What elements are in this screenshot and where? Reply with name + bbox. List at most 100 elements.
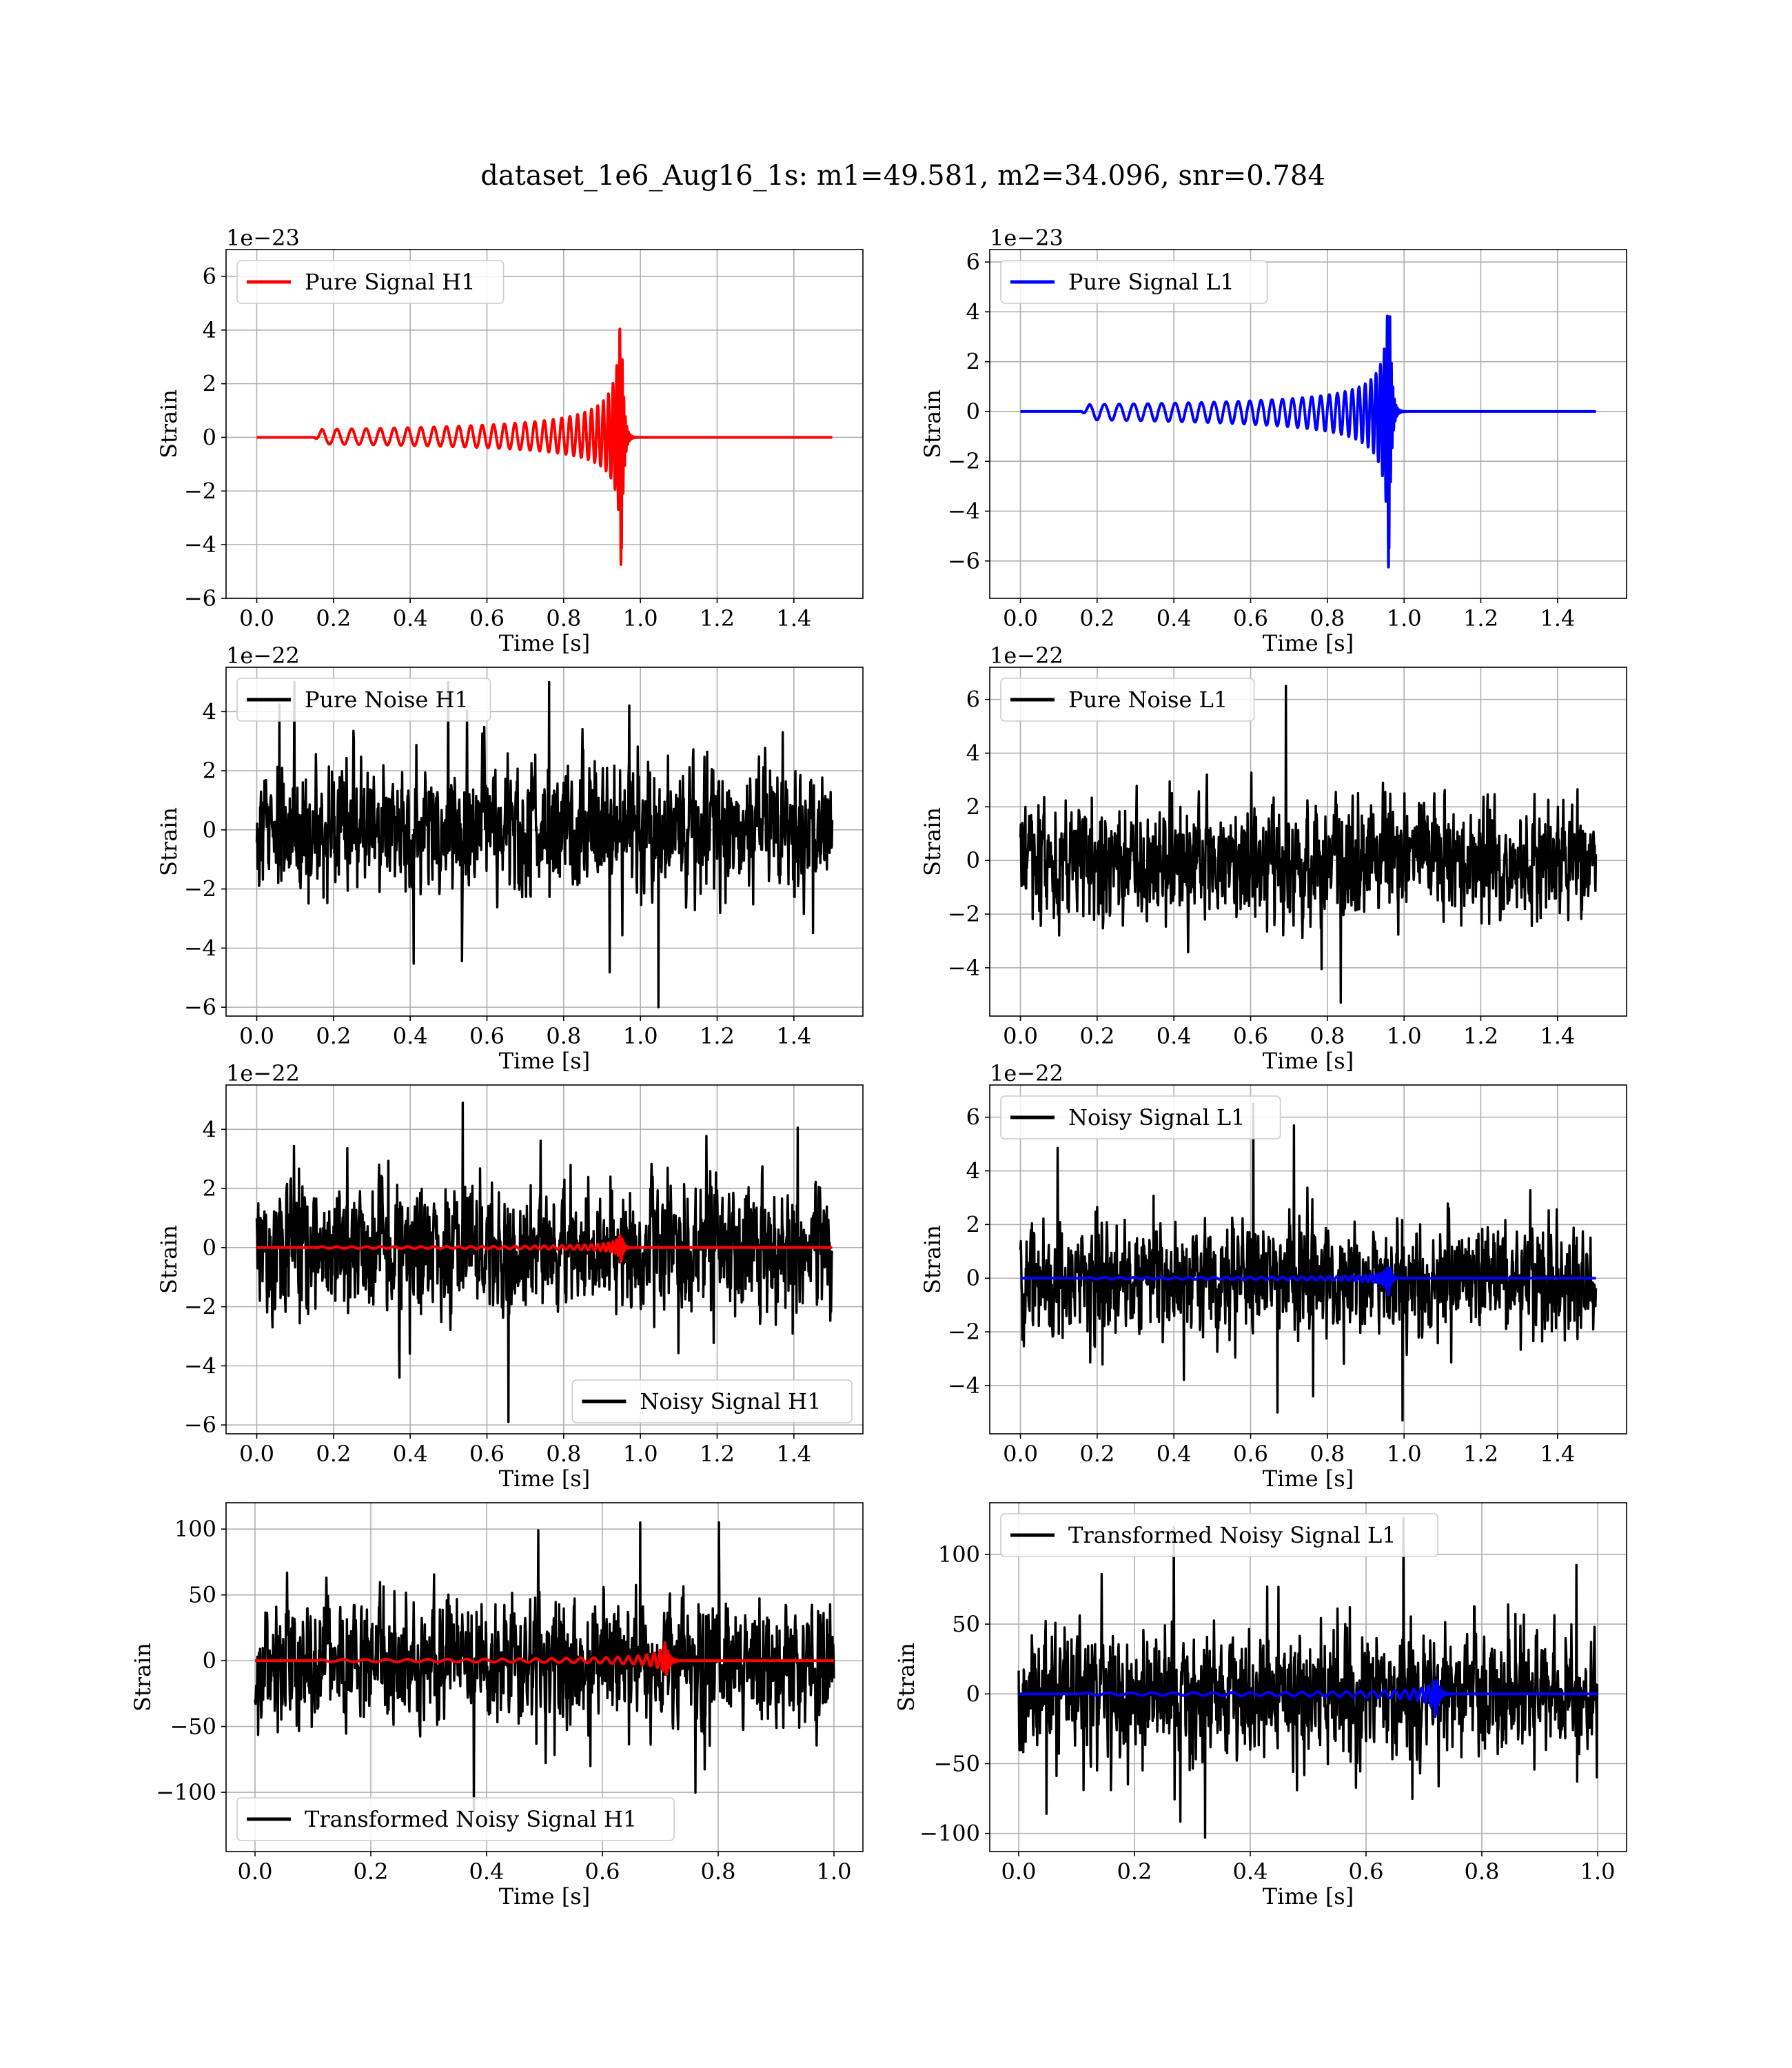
series-chirp-line [1020, 1266, 1598, 1297]
y-tick-label: 4 [203, 1116, 216, 1142]
y-tick-label: −2 [184, 876, 216, 902]
x-tick-label: 1.4 [1540, 1441, 1575, 1467]
y-tick-label: 6 [966, 249, 980, 275]
y-tick-label: −4 [184, 1352, 216, 1379]
x-tick-label: 1.2 [1463, 605, 1498, 631]
x-tick-label: 0.2 [316, 1023, 351, 1049]
legend-label: Pure Noise L1 [1068, 687, 1228, 713]
x-tick-label: 1.0 [817, 1858, 852, 1885]
y-tick-label: −50 [170, 1714, 216, 1740]
y-tick-label: 6 [203, 263, 216, 290]
y-tick-label: 2 [203, 758, 216, 784]
x-tick-label: 0.4 [1157, 1441, 1192, 1467]
y-tick-label: −6 [184, 1412, 216, 1438]
x-tick-label: 0.0 [1001, 1858, 1037, 1885]
legend: Pure Noise H1 [236, 678, 491, 722]
x-tick-label: 0.2 [1079, 1441, 1114, 1467]
legend-label: Pure Noise H1 [305, 687, 469, 713]
axis-offset-text: 1e−22 [990, 642, 1063, 669]
y-tick-label: −4 [948, 498, 980, 525]
x-axis-label: Time [s] [499, 630, 590, 656]
y-axis-label: Strain [130, 1643, 156, 1712]
x-tick-label: 0.6 [1233, 605, 1268, 631]
y-tick-label: −6 [948, 548, 980, 574]
y-tick-label: −4 [184, 935, 216, 961]
axes-frame [989, 1084, 1627, 1435]
series-chirp-line [256, 327, 834, 566]
x-tick-label: 0.8 [701, 1858, 736, 1885]
y-tick-label: −4 [948, 1372, 980, 1399]
x-tick-label: 0.4 [393, 1023, 428, 1049]
x-tick-label: 0.2 [1079, 605, 1114, 631]
y-tick-label: 6 [966, 687, 980, 713]
y-tick-label: −2 [948, 901, 980, 927]
y-tick-label: 0 [966, 1265, 980, 1291]
x-tick-label: 1.4 [1540, 605, 1575, 631]
legend-label: Noisy Signal L1 [1068, 1104, 1245, 1131]
y-tick-label: 2 [203, 371, 216, 397]
x-tick-label: 1.0 [1387, 605, 1422, 631]
y-tick-label: 4 [966, 298, 980, 325]
plot-area [1019, 1102, 1598, 1422]
subplot-pure-noise-l1: 0.0 0.2 0.4 0.6 0.8 1.0 1.2 1.4 −4 −2 0 2 4 6 Time [s]… [919, 642, 1627, 1074]
plot-area [254, 1521, 835, 1811]
x-tick-label: 0.6 [1349, 1858, 1384, 1885]
y-tick-label: 2 [966, 793, 980, 820]
x-tick-label: 1.2 [1463, 1023, 1498, 1049]
y-tick-label: 4 [966, 740, 980, 767]
series-noise-line [1019, 1102, 1598, 1422]
x-tick-label: 0.0 [238, 1858, 273, 1885]
subplot-pure-signal-l1: 0.0 0.2 0.4 0.6 0.8 1.0 1.2 1.4 −6 −4 −2 0 2 4 6 Time [… [919, 225, 1627, 656]
y-tick-label: −2 [184, 1294, 216, 1320]
axes-frame [989, 249, 1627, 599]
y-axis-label: Strain [156, 389, 182, 458]
legend: Transformed Noisy Signal H1 [236, 1797, 675, 1841]
x-tick-label: 0.2 [1079, 1023, 1114, 1049]
axes-frame [225, 249, 864, 599]
series-noise-line [255, 1102, 834, 1423]
series-chirp-line [255, 1641, 835, 1676]
x-tick-label: 1.0 [1580, 1858, 1616, 1885]
subplot-pure-noise-h1: 0.0 0.2 0.4 0.6 0.8 1.0 1.2 1.4 −6 −4 −2 0 2 4 Time [s… [156, 642, 864, 1074]
y-tick-label: 2 [966, 1211, 980, 1237]
x-tick-label: 0.6 [585, 1858, 620, 1885]
plot-area [1017, 1517, 1599, 1839]
legend: Pure Noise L1 [1000, 678, 1255, 722]
legend: Pure Signal L1 [1000, 260, 1268, 304]
x-tick-label: 0.4 [1157, 605, 1192, 631]
x-axis-label: Time [s] [499, 1048, 590, 1074]
legend: Transformed Noisy Signal L1 [1000, 1513, 1438, 1557]
y-tick-label: 100 [938, 1541, 980, 1568]
x-tick-label: 0.4 [393, 1441, 428, 1467]
y-tick-label: 0 [203, 1648, 216, 1674]
y-tick-label: −4 [948, 955, 980, 981]
series-chirp-line [1019, 1679, 1599, 1719]
x-tick-label: 0.6 [469, 1023, 505, 1049]
y-axis-label: Strain [919, 389, 946, 458]
y-tick-label: 50 [952, 1611, 980, 1637]
x-tick-label: 0.6 [1233, 1023, 1268, 1049]
legend: Noisy Signal L1 [1000, 1095, 1281, 1139]
y-tick-label: −100 [919, 1821, 980, 1847]
x-tick-label: 1.4 [1540, 1023, 1575, 1049]
x-tick-label: 1.2 [700, 1023, 735, 1049]
x-tick-label: 0.6 [469, 1441, 505, 1467]
subplot-grid: 0.0 0.2 0.4 0.6 0.8 1.0 1.2 1.4 −6 −4 −2 0 2 4 6 Time [… [130, 225, 1627, 1909]
plot-area [1019, 685, 1598, 1004]
axis-offset-text: 1e−23 [226, 225, 300, 251]
subplot-pure-signal-h1: 0.0 0.2 0.4 0.6 0.8 1.0 1.2 1.4 −6 −4 −2 0 2 4 6 Time [… [156, 225, 864, 656]
plot-area [255, 1102, 834, 1423]
axis-offset-text: 1e−22 [226, 642, 300, 669]
legend-label: Transformed Noisy Signal L1 [1068, 1522, 1396, 1548]
y-tick-label: 2 [203, 1175, 216, 1202]
y-tick-label: −2 [948, 1319, 980, 1345]
x-tick-label: 1.2 [700, 1441, 735, 1467]
x-axis-label: Time [s] [499, 1466, 590, 1492]
x-tick-label: 1.4 [776, 605, 811, 631]
legend-box [571, 1379, 853, 1423]
legend-label: Pure Signal L1 [1068, 269, 1234, 295]
y-axis-label: Strain [156, 807, 182, 876]
x-tick-label: 0.0 [239, 1441, 274, 1467]
plot-area [1020, 314, 1598, 569]
